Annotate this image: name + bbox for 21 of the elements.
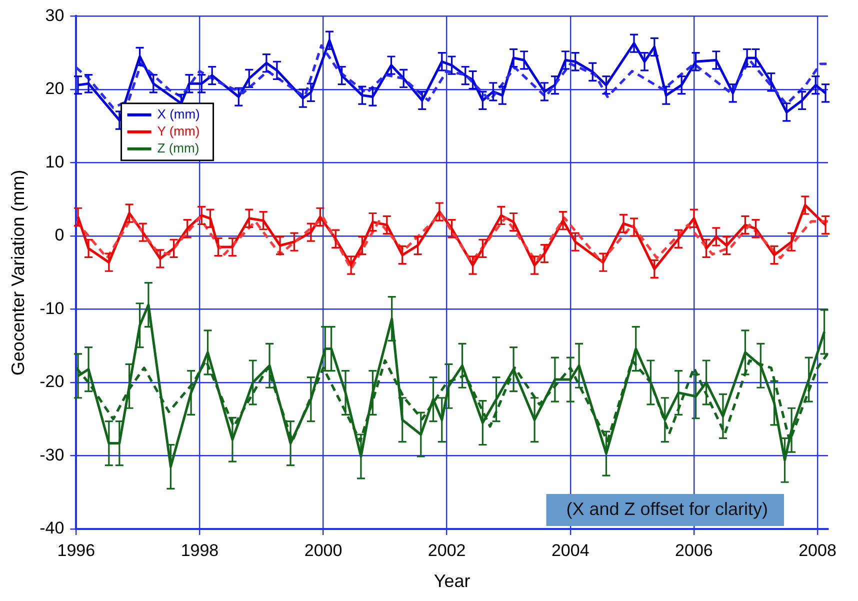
y-axis-title: Geocenter Variation (mm) <box>8 170 28 376</box>
legend-label: Z (mm) <box>157 140 200 156</box>
x-tick-label: 2000 <box>304 540 342 560</box>
x-tick-label: 2004 <box>551 540 590 560</box>
x-tick-label: 2006 <box>675 540 713 560</box>
y-tick-label: -40 <box>40 518 64 538</box>
legend-label: X (mm) <box>157 106 200 122</box>
x-tick-label: 2008 <box>798 540 836 560</box>
y-tick-label: -30 <box>40 445 64 464</box>
y-tick-label: 30 <box>45 6 64 25</box>
x-tick-label: 1996 <box>57 540 96 560</box>
legend-label: Y (mm) <box>157 123 200 138</box>
x-tick-label: 1998 <box>180 540 219 560</box>
y-tick-label: 0 <box>54 226 64 245</box>
x-axis-title: Year <box>434 571 470 592</box>
y-tick-label: 20 <box>45 79 64 98</box>
y-tick-label: -20 <box>40 372 64 392</box>
y-tick-label: -10 <box>40 298 64 318</box>
x-tick-label: 2002 <box>428 540 466 560</box>
annotation: (X and Z offset for clarity) <box>566 498 768 519</box>
y-tick-label: 10 <box>45 152 64 172</box>
